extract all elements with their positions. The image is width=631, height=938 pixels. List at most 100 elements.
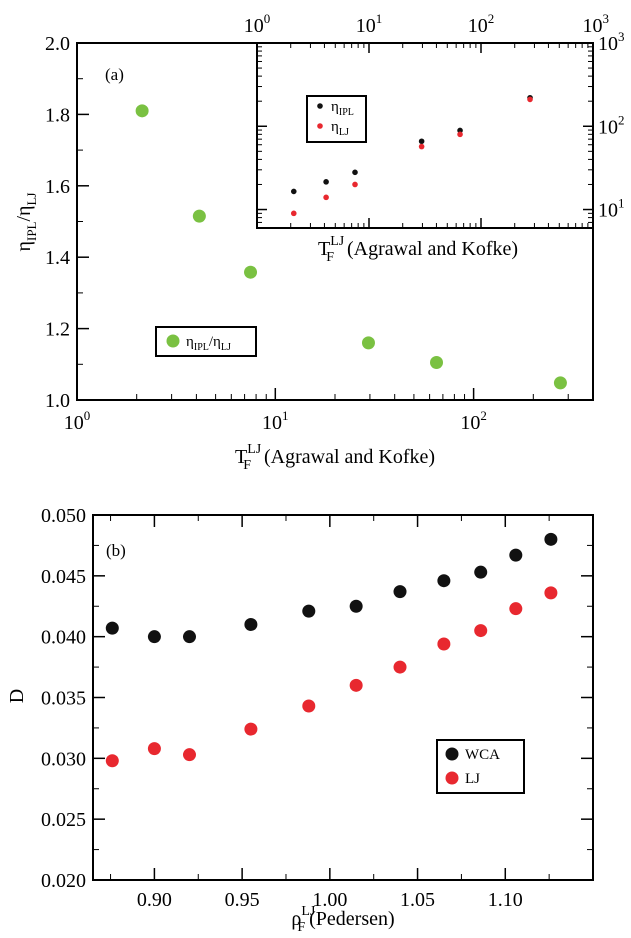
panel-b-point-lj — [393, 660, 407, 674]
panel-a-ylabel-mid: /η — [13, 206, 35, 222]
panel-b-xtick-label: 1.00 — [312, 889, 347, 911]
panel-a-ytick-label: 2.0 — [45, 33, 70, 55]
panel-b-legend-marker — [445, 747, 459, 761]
inset-ytick-label-base: 10 — [598, 33, 618, 55]
inset-xtick-label-base: 10 — [468, 15, 488, 37]
inset-xtick-label: 102 — [468, 11, 495, 37]
panel-a-legend-text: ηIPL/ηLJ — [186, 334, 231, 353]
inset-xlabel-sub: F — [326, 250, 334, 265]
panel-b-point-wca — [509, 548, 523, 562]
inset-legend-text: ηIPL — [331, 99, 354, 118]
panel-b-ytick-label: 0.040 — [41, 627, 86, 649]
panel-b-point-lj — [105, 754, 119, 768]
inset-legend-eta: η — [331, 99, 339, 115]
panel-a-point — [244, 265, 258, 279]
inset-legend-box — [306, 95, 367, 143]
panel-a-label: (a) — [105, 65, 124, 84]
panel-a-point — [135, 104, 149, 118]
inset-ytick-label: 103 — [598, 29, 625, 55]
panel-b-xtick-label: 1.10 — [488, 889, 523, 911]
panel-a-ytick-label: 1.2 — [45, 319, 70, 341]
panel-b-point-wca — [302, 604, 316, 618]
inset-legend-marker — [317, 103, 323, 109]
inset-xlabel-rest: (Agrawal and Kofke) — [342, 238, 518, 260]
inset-point-ipl — [352, 169, 358, 176]
inset-xtick-label-base: 10 — [244, 15, 264, 37]
panel-a-xtick-label-base: 10 — [262, 412, 282, 434]
inset-point-lj — [527, 96, 533, 103]
panel-b-point-wca — [182, 630, 196, 644]
panel-a-ylabel-sub1: IPL — [24, 221, 39, 241]
inset-xtick-label: 101 — [356, 11, 383, 37]
panel-b-point-lj — [244, 722, 258, 736]
panel-b-ylabel: D — [6, 689, 28, 703]
panel-a-ytick-label: 1.4 — [45, 247, 70, 269]
inset-ytick-label-base: 10 — [598, 116, 618, 138]
panel-a-point — [361, 336, 375, 350]
panel-b-ytick-label: 0.030 — [41, 748, 86, 770]
inset-xtick-label-base: 10 — [583, 15, 603, 37]
panel-b-legend-text: LJ — [465, 771, 480, 787]
panel-b-point-wca — [105, 621, 119, 635]
panel-b-xlabel-sup: LJ — [301, 904, 316, 919]
panel-b-point-wca — [244, 618, 258, 631]
panel-b-legend-marker — [445, 771, 459, 785]
inset-point-lj — [352, 181, 358, 188]
inset-point-ipl — [323, 179, 329, 185]
panel-b-frame — [92, 514, 594, 881]
inset-xlabel-sup: LJ — [330, 234, 345, 249]
inset-xlabel-main: T — [318, 238, 330, 260]
panel-b-xlabel-main: ρ — [291, 908, 301, 930]
panel-b-point-wca — [544, 532, 558, 546]
panel-b-ytick-label: 0.025 — [41, 809, 86, 831]
inset-point-lj — [418, 143, 425, 150]
panel-a-xtick-label-base: 10 — [64, 412, 84, 434]
panel-a-legend-mid: /η — [209, 334, 221, 350]
panel-b-ytick-label: 0.050 — [41, 505, 86, 527]
panel-b-point-lj — [509, 602, 523, 616]
panel-b-point-lj — [182, 748, 196, 762]
panel-a-legend-sub1: IPL — [194, 342, 209, 353]
inset-xtick-label-exp: 0 — [264, 11, 271, 26]
panel-a-ytick-label: 1.6 — [45, 176, 70, 198]
inset-xtick-label: 103 — [583, 11, 610, 37]
inset-xtick-label-base: 10 — [356, 15, 376, 37]
panel-a-xtick-label-exp: 1 — [282, 408, 289, 423]
panel-b-xlabel-rest: (Pedersen) — [309, 908, 395, 930]
panel-a-xlabel-rest: (Agrawal and Kofke) — [259, 446, 435, 468]
inset-point-ipl — [418, 138, 425, 145]
panel-b-point-lj — [544, 586, 558, 600]
panel-a-legend-sub2: LJ — [221, 342, 231, 353]
inset-ytick-label: 101 — [598, 196, 625, 222]
panel-b-point-wca — [393, 585, 407, 599]
panel-b-point-lj — [147, 742, 161, 756]
panel-b-point-lj — [302, 699, 316, 713]
panel-b-point-wca — [474, 565, 488, 579]
panel-a-ytick-label: 1.8 — [45, 104, 70, 126]
panel-a-xlabel-main: T — [235, 446, 247, 468]
inset-ytick-label-exp: 1 — [618, 196, 625, 211]
panel-b-xlabel-sub: F — [297, 920, 305, 935]
panel-a-xlabel: TLJ F (Agrawal and Kofke) — [235, 442, 435, 473]
panel-b-ytick-label: 0.035 — [41, 688, 86, 710]
panel-b-point-lj — [474, 624, 488, 638]
panel-a-ytick-label: 1.0 — [45, 390, 70, 412]
panel-a-legend-eta1: η — [186, 334, 194, 350]
panel-a-ylabel-sub2: LJ — [24, 193, 39, 206]
panel-a-ylabel-eta1: η — [13, 241, 35, 251]
panel-b-point-wca — [349, 599, 363, 613]
inset-xtick-label-exp: 2 — [488, 11, 495, 26]
inset-ytick-label: 102 — [598, 112, 625, 138]
inset-legend-marker — [317, 123, 323, 129]
panel-a-xtick-label: 101 — [262, 408, 289, 434]
panel-a-xtick-label-exp: 2 — [480, 408, 487, 423]
inset-xlabel: TLJ F (Agrawal and Kofke) — [318, 234, 518, 265]
inset-xtick-label-exp: 3 — [603, 11, 610, 26]
panel-a-point — [553, 376, 567, 390]
panel-a-xlabel-sup: LJ — [247, 442, 262, 457]
inset-legend-text: ηLJ — [331, 119, 349, 138]
inset-point-lj — [290, 210, 297, 217]
panel-a-point — [192, 209, 206, 223]
inset-legend-eta: η — [331, 119, 339, 135]
